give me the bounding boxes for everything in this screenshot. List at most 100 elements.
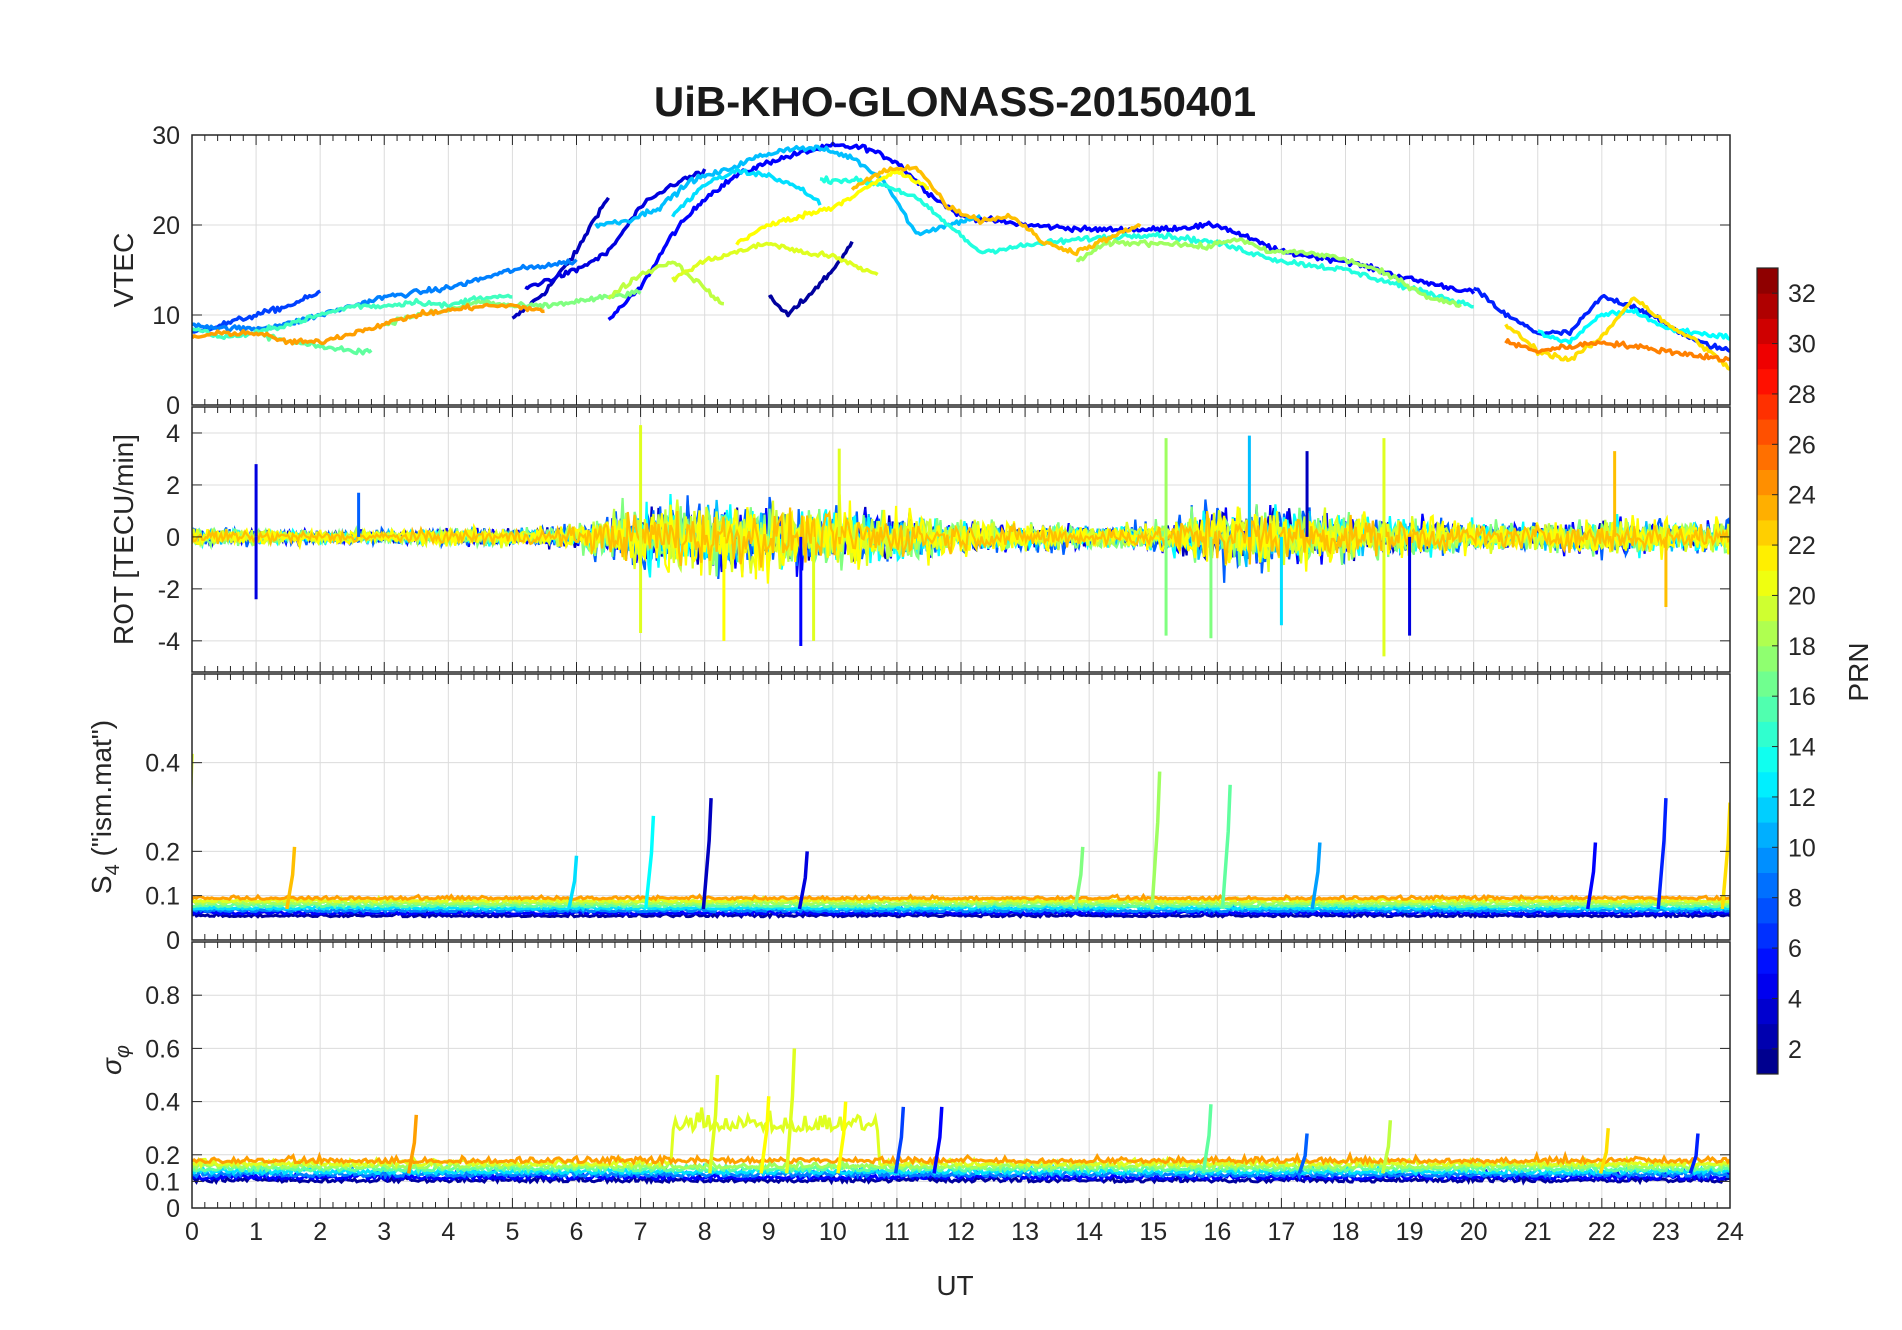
s4-spike [1720,802,1730,910]
colorbar-band [1757,519,1778,546]
colorbar-band [1757,368,1778,395]
y-tick-label: 0.4 [145,750,180,778]
y-tick-label: 30 [152,122,180,150]
colorbar-band [1757,771,1778,798]
sigma-spike [932,1106,944,1174]
y-tick-label: 4 [166,420,180,448]
y-tick-label: 0.1 [145,1168,180,1196]
colorbar-band [1757,822,1778,848]
x-tick-label: 6 [570,1218,584,1246]
chart-title: UiB-KHO-GLONASS-20150401 [654,78,1256,125]
vtec-series-prn-22 [1504,296,1730,371]
y-axis-label: σφ [96,1045,134,1075]
colorbar-tick-label: 4 [1788,985,1802,1013]
colorbar-band [1757,872,1778,899]
sigma-series-prn-5 [192,1167,1730,1183]
colorbar-band [1757,645,1778,672]
colorbar-tick-label: 2 [1788,1036,1802,1064]
sigma-spike [1598,1128,1610,1174]
colorbar-band [1757,998,1778,1025]
colorbar-band [1757,671,1778,697]
s4-spike [701,798,713,910]
sigma-series-prn-12 [192,1162,1730,1178]
s4-spike [643,815,656,910]
series-group [192,141,1730,371]
s4-series-prn-12 [192,902,1730,912]
x-tick-label: 19 [1396,1218,1424,1246]
y-tick-label: 0 [166,392,180,420]
colorbar-band [1757,570,1778,596]
sigma-series-prn-24 [192,1150,1730,1167]
x-tick-label: 12 [947,1218,975,1246]
x-tick-label: 7 [634,1218,648,1246]
series-group [192,1048,1730,1186]
vtec-series-prn-19 [607,260,725,306]
x-tick-label: 13 [1011,1218,1039,1246]
panel-rot: -4 -2 0 2 4 ROT [TECU/min] [108,406,1731,673]
colorbar-tick-label: 18 [1788,633,1816,661]
vtec-series-prn-25 [1504,338,1730,363]
colorbar-band [1757,545,1778,571]
y-axis-label: VTEC [108,233,139,308]
x-tick-label: 5 [505,1218,519,1246]
y-tick-label: 0.2 [145,1142,180,1170]
s4-series-prn-2 [192,909,1730,920]
colorbar-band [1757,393,1778,420]
s4-spike [1656,798,1668,910]
y-tick-label: 0.8 [145,982,180,1010]
colorbar-band [1757,897,1778,924]
x-tick-label: 3 [377,1218,391,1246]
panel-s4: 0 0.1 0.2 0.4 S4 ("ism.mat") [86,673,1731,955]
vtec-series-prn-14 [819,175,1474,309]
vtec-series-prn-11 [594,144,982,237]
colorbar-band [1757,1023,1778,1050]
x-tick-label: 11 [884,1218,910,1246]
colorbar-band [1757,721,1778,748]
x-axis-label: UT [936,1270,973,1301]
s4-spike [192,753,194,805]
sigma-spike [406,1114,419,1174]
vtec-series-prn-21 [735,169,930,246]
colorbar-band [1757,796,1778,823]
s4-spike [1220,784,1232,910]
x-tick-label: 14 [1075,1218,1103,1246]
s4-spike [1310,842,1322,910]
colorbar-band [1757,1048,1778,1075]
s4-spike [1586,842,1598,910]
colorbar-tick-label: 6 [1788,935,1802,963]
colorbar-band [1757,948,1778,974]
x-tick-label: 4 [441,1218,455,1246]
x-tick-label: 21 [1524,1218,1552,1246]
colorbar-band [1757,973,1778,999]
panel-vtec: 0 10 20 30 VTEC [108,122,1731,420]
colorbar-tick-label: 28 [1788,381,1816,409]
colorbar-tick-label: 30 [1788,331,1816,359]
vtec-series-prn-18 [1075,237,1462,308]
colorbar-band [1757,343,1778,370]
y-tick-label: 2 [166,472,180,500]
colorbar-tick-label: 22 [1788,532,1816,560]
s4-spike [567,855,579,910]
panel-sigma: 00.10.2 0.4 0.6 0.8 σφ [96,941,1731,1223]
colorbar-tick-label: 14 [1788,734,1816,762]
x-tick-label: 24 [1716,1218,1744,1246]
colorbar-label: PRN [1843,642,1874,701]
colorbar-band [1757,696,1778,722]
rot-series-prn-23 [192,507,1730,568]
colorbar-tick-label: 12 [1788,784,1816,812]
s4-spike [1073,846,1085,910]
y-tick-label: 0 [166,524,180,552]
colorbar-band [1757,444,1778,470]
s4-spike [285,846,297,910]
sigma-spike [893,1106,906,1174]
colorbar-band [1757,595,1778,622]
x-tick-label: 23 [1652,1218,1680,1246]
y-axis-label: ROT [TECU/min] [108,434,139,645]
x-tick-label: 20 [1460,1218,1488,1246]
y-axis-label: S4 ("ism.mat") [86,720,124,894]
sigma-spike [708,1074,720,1174]
vtec-series-prn-4 [524,168,707,291]
x-tick-label: 0 [185,1218,199,1246]
x-tick-label: 15 [1139,1218,1167,1246]
